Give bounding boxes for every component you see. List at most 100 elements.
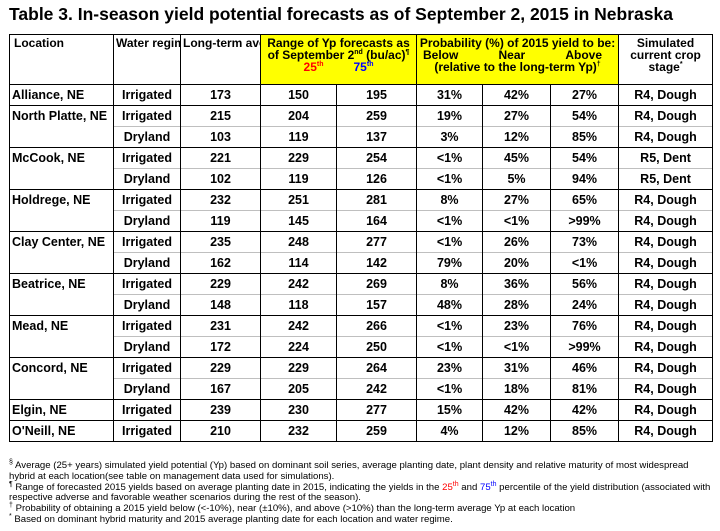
cell-stage: R4, Dough [618, 252, 714, 274]
cell-p25: 205 [260, 378, 337, 400]
table-row: Elgin, NE Irrigated 239 230 277 15% 42% 42% R4, … [9, 399, 714, 421]
cell-stage: R4, Dough [618, 357, 714, 379]
cell-above: <1% [550, 252, 620, 274]
cell-stage: R4, Dough [618, 231, 714, 253]
cell-near: 27% [482, 105, 551, 127]
table-row: Mead, NE Irrigated 231 242 266 <1% 23% 76% R4, D… [9, 315, 714, 337]
cell-lt: 148 [180, 294, 261, 316]
cell-p25: 119 [260, 126, 337, 148]
cell-p25: 248 [260, 231, 337, 253]
table-row: Dryland 162 114 142 79% 20% <1% R4, Dough [9, 252, 714, 274]
cell-loc: O'Neill, NE [9, 420, 114, 442]
cell-above: 54% [550, 147, 620, 169]
cell-near: 31% [482, 357, 551, 379]
cell-lt: 221 [180, 147, 261, 169]
cell-lt: 173 [180, 84, 261, 106]
cell-regime: Irrigated [113, 105, 181, 127]
cell-regime: Irrigated [113, 399, 181, 421]
header-below: Below [423, 48, 459, 62]
cell-regime: Dryland [113, 294, 181, 316]
cell-near: 28% [482, 294, 551, 316]
cell-below: 31% [416, 84, 483, 106]
cell-p75: 242 [336, 378, 417, 400]
cell-lt: 229 [180, 357, 261, 379]
cell-p75: 195 [336, 84, 417, 106]
cell-near: 36% [482, 273, 551, 295]
cell-above: 46% [550, 357, 620, 379]
cell-p75: 281 [336, 189, 417, 211]
cell-p25: 230 [260, 399, 337, 421]
cell-above: 85% [550, 126, 620, 148]
cell-below: <1% [416, 168, 483, 190]
cell-above: 85% [550, 420, 620, 442]
cell-p75: 264 [336, 357, 417, 379]
header-crop-stage: Simulated current crop stage* [618, 34, 714, 85]
cell-p25: 114 [260, 252, 337, 274]
cell-lt: 167 [180, 378, 261, 400]
table-row: McCook, NE Irrigated 221 229 254 <1% 45% 54% R5,… [9, 147, 714, 169]
cell-stage: R5, Dent [618, 168, 714, 190]
cell-above: 54% [550, 105, 620, 127]
header-p75: 75th [353, 60, 374, 74]
cell-stage: R4, Dough [618, 420, 714, 442]
cell-regime: Irrigated [113, 147, 181, 169]
cell-below: <1% [416, 147, 483, 169]
cell-regime: Irrigated [113, 231, 181, 253]
cell-near: 23% [482, 315, 551, 337]
cell-below: 15% [416, 399, 483, 421]
cell-stage: R4, Dough [618, 399, 714, 421]
table-row: Beatrice, NE Irrigated 229 242 269 8% 36% 56% R4… [9, 273, 714, 295]
cell-lt: 102 [180, 168, 261, 190]
cell-p25: 204 [260, 105, 337, 127]
cell-stage: R4, Dough [618, 336, 714, 358]
cell-loc [9, 126, 114, 148]
cell-below: 48% [416, 294, 483, 316]
table-title: Table 3. In-season yield potential forec… [9, 4, 673, 24]
cell-loc: McCook, NE [9, 147, 114, 169]
cell-below: <1% [416, 315, 483, 337]
cell-loc: Elgin, NE [9, 399, 114, 421]
cell-regime: Irrigated [113, 315, 181, 337]
cell-below: 8% [416, 273, 483, 295]
cell-lt: 229 [180, 273, 261, 295]
cell-loc: Holdrege, NE [9, 189, 114, 211]
header-p25: 25th [303, 60, 324, 74]
footnote-asterisk: * Based on dominant hybrid maturity and … [9, 512, 453, 525]
table-row: Dryland 119 145 164 <1% <1% >99% R4, Dough [9, 210, 714, 232]
cell-above: 65% [550, 189, 620, 211]
cell-near: 42% [482, 84, 551, 106]
cell-lt: 232 [180, 189, 261, 211]
cell-lt: 172 [180, 336, 261, 358]
table-row: O'Neill, NE Irrigated 210 232 259 4% 12% 85% R4,… [9, 420, 714, 442]
table-row: Concord, NE Irrigated 229 229 264 23% 31% 46% R4… [9, 357, 714, 379]
footnote-pilcrow: ¶ Range of forecasted 2015 yields based … [9, 480, 711, 504]
header-range-line2: of September 2nd (bu/ac)¶ [267, 48, 410, 62]
header-near: Near [498, 48, 526, 62]
cell-lt: 215 [180, 105, 261, 127]
yield-forecast-table: Location Water regime Long-term average … [9, 34, 714, 442]
cell-p25: 229 [260, 357, 337, 379]
cell-p75: 269 [336, 273, 417, 295]
cell-p25: 242 [260, 273, 337, 295]
footnote-p25: 25th [442, 480, 459, 493]
header-percentiles: 25th 75th [263, 61, 414, 73]
cell-near: <1% [482, 336, 551, 358]
cell-regime: Dryland [113, 168, 181, 190]
table-row: Dryland 103 119 137 3% 12% 85% R4, Dough [9, 126, 714, 148]
cell-near: 45% [482, 147, 551, 169]
cell-near: 5% [482, 168, 551, 190]
cell-near: 20% [482, 252, 551, 274]
header-water-regime: Water regime [113, 34, 181, 85]
cell-loc: Clay Center, NE [9, 231, 114, 253]
cell-p75: 254 [336, 147, 417, 169]
cell-p25: 229 [260, 147, 337, 169]
header-probability: Probability (%) of 2015 yield to be: Bel… [416, 34, 620, 85]
table-row: North Platte, NE Irrigated 215 204 259 19% 27%… [9, 105, 714, 127]
cell-loc: North Platte, NE [9, 105, 114, 127]
header-longterm-yp: Long-term average Yp (bu/ac)§ [180, 34, 261, 85]
cell-loc: Concord, NE [9, 357, 114, 379]
cell-stage: R4, Dough [618, 84, 714, 106]
cell-loc [9, 294, 114, 316]
table-row: Dryland 148 118 157 48% 28% 24% R4, Dough [9, 294, 714, 316]
cell-p75: 157 [336, 294, 417, 316]
